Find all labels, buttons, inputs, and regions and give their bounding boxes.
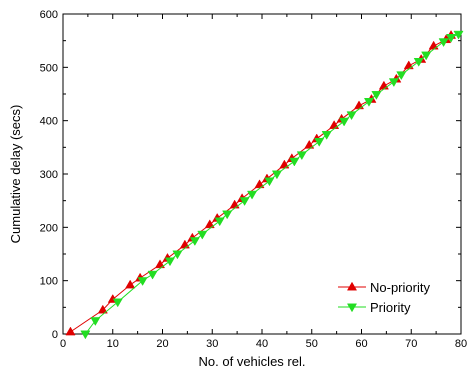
data-point [363, 98, 374, 107]
data-point [428, 40, 439, 50]
legend-item: No-priority [338, 280, 430, 295]
data-point [164, 257, 175, 267]
y-tick-label: 300 [40, 169, 58, 181]
data-point [346, 111, 357, 121]
data-point [197, 230, 208, 240]
data-point [172, 250, 183, 260]
data-point [254, 179, 265, 189]
data-point [413, 58, 424, 67]
data-point [396, 71, 407, 81]
data-point [353, 100, 365, 110]
x-tick-label: 10 [107, 338, 119, 350]
data-point [97, 304, 108, 314]
data-point [446, 34, 457, 43]
data-point [304, 139, 315, 149]
y-tick-label: 600 [40, 9, 58, 21]
x-tick-label: 40 [256, 338, 268, 350]
legend-marker [346, 303, 358, 313]
data-point [204, 219, 215, 229]
data-point [453, 30, 464, 40]
x-tick-label: 70 [405, 338, 417, 350]
data-point [189, 237, 200, 246]
data-point [314, 138, 325, 147]
data-point [154, 259, 166, 269]
y-tick-label: 200 [40, 222, 58, 234]
data-point [222, 210, 233, 220]
data-point [90, 317, 101, 326]
data-point [65, 326, 76, 336]
data-point [80, 330, 91, 340]
data-point [125, 279, 136, 289]
data-point [296, 151, 307, 161]
legend-label: No-priority [370, 280, 430, 295]
x-tick-label: 0 [60, 338, 66, 350]
data-point [271, 170, 282, 180]
legend-marker [346, 281, 358, 291]
y-tick-label: 500 [40, 62, 58, 74]
data-point [388, 78, 399, 88]
legend: No-priority Priority [338, 280, 430, 315]
data-point [239, 197, 250, 206]
data-point [403, 60, 414, 70]
data-point [339, 117, 350, 127]
data-point [147, 270, 158, 280]
x-tick-label: 80 [455, 338, 467, 350]
data-point [378, 80, 389, 90]
x-axis-title: No. of vehicles rel. [199, 354, 306, 369]
y-tick-label: 100 [40, 276, 58, 288]
data-point [247, 190, 258, 200]
data-point [321, 131, 332, 140]
legend-label: Priority [370, 300, 411, 315]
data-point [137, 277, 148, 286]
data-point [264, 177, 275, 187]
axes: 0 10 20 30 40 50 60 70 80 0 100 200 300 400 500 600 [40, 9, 467, 350]
x-tick-label: 30 [206, 338, 218, 350]
data-point [289, 157, 300, 167]
x-tick-label: 60 [355, 338, 367, 350]
series-priority [80, 30, 464, 340]
data-point [214, 217, 225, 227]
y-axis-title: Cumulative delay (secs) [8, 105, 23, 244]
y-tick-label: 0 [52, 329, 58, 341]
y-tick-label: 400 [40, 116, 58, 128]
legend-item: Priority [338, 300, 411, 315]
x-tick-label: 50 [306, 338, 318, 350]
data-point [438, 38, 449, 48]
data-point [371, 91, 382, 100]
series-layer [65, 30, 464, 340]
x-tick-label: 20 [156, 338, 168, 350]
data-point [421, 51, 432, 61]
data-point [112, 298, 123, 308]
